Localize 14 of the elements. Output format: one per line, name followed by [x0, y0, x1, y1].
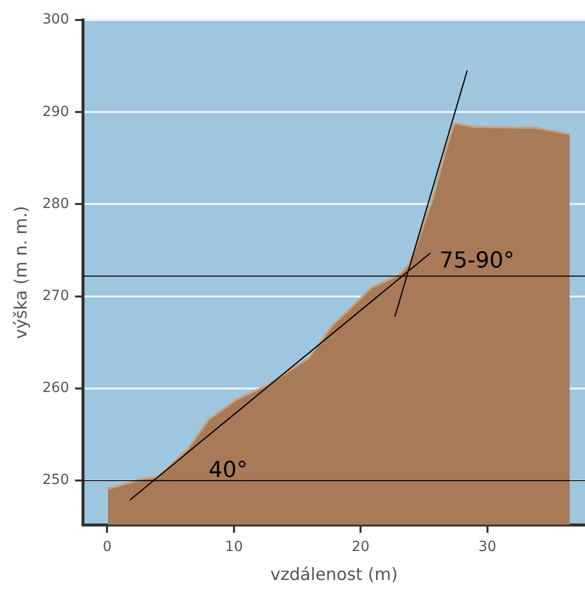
y-tick-label: 250 — [42, 472, 70, 488]
x-tick-label: 20 — [352, 538, 370, 555]
y-tick-label: 300 — [42, 12, 70, 28]
x-tick-label: 10 — [225, 538, 243, 555]
y-axis-title: výška (m n. m.) — [12, 206, 32, 339]
x-tick-label: 0 — [102, 538, 112, 555]
x-tick-label: 30 — [478, 538, 496, 555]
x-axis-title: vzdálenost (m) — [270, 565, 398, 586]
y-tick-label: 260 — [42, 380, 70, 396]
y-tick-label: 280 — [42, 196, 70, 212]
y-tick-label: 290 — [42, 104, 70, 120]
y-tick-label: 270 — [42, 288, 70, 304]
annotation: 75-90° — [439, 248, 514, 274]
annotation: 40° — [208, 458, 248, 483]
